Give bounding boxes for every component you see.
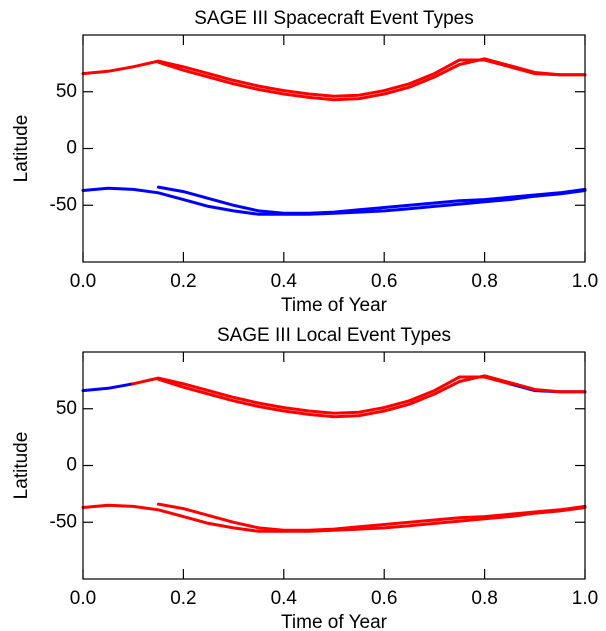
- x-tick-label: 0.6: [371, 588, 397, 609]
- chart-title: SAGE III Local Event Types: [217, 325, 451, 346]
- data-line: [81, 503, 587, 533]
- y-tick-label: 50: [56, 398, 77, 419]
- x-tick-label: 1.0: [572, 588, 598, 609]
- x-tick-label: 0.8: [471, 271, 497, 292]
- x-tick-label: 0.0: [70, 271, 96, 292]
- plot-frame: [82, 34, 586, 263]
- x-tick-label: 0.4: [271, 588, 298, 609]
- y-tick-label: -50: [50, 511, 77, 532]
- x-tick-label: 0.6: [371, 271, 397, 292]
- x-tick-label: 1.0: [572, 271, 598, 292]
- x-tick-label: 0.2: [170, 271, 196, 292]
- y-tick-label: -50: [50, 194, 77, 215]
- x-tick-label: 0.2: [170, 588, 196, 609]
- x-axis-label: Time of Year: [281, 612, 388, 631]
- y-tick-label: 50: [56, 81, 77, 102]
- data-line: [131, 375, 512, 415]
- y-axis-label: Latitude: [11, 432, 32, 500]
- data-line: [81, 186, 587, 216]
- data-line: [156, 374, 587, 419]
- x-tick-label: 0.4: [271, 271, 298, 292]
- data-line: [156, 502, 587, 532]
- data-line: [156, 185, 587, 215]
- x-axis-label: Time of Year: [281, 295, 388, 316]
- plot-frame: [82, 351, 586, 580]
- y-axis-label: Latitude: [11, 115, 32, 183]
- data-line: [156, 57, 587, 102]
- y-tick-label: 0: [66, 138, 77, 159]
- chart-title: SAGE III Spacecraft Event Types: [194, 8, 474, 29]
- x-tick-label: 0.0: [70, 588, 96, 609]
- x-tick-label: 0.8: [471, 588, 497, 609]
- y-tick-label: 0: [66, 455, 77, 476]
